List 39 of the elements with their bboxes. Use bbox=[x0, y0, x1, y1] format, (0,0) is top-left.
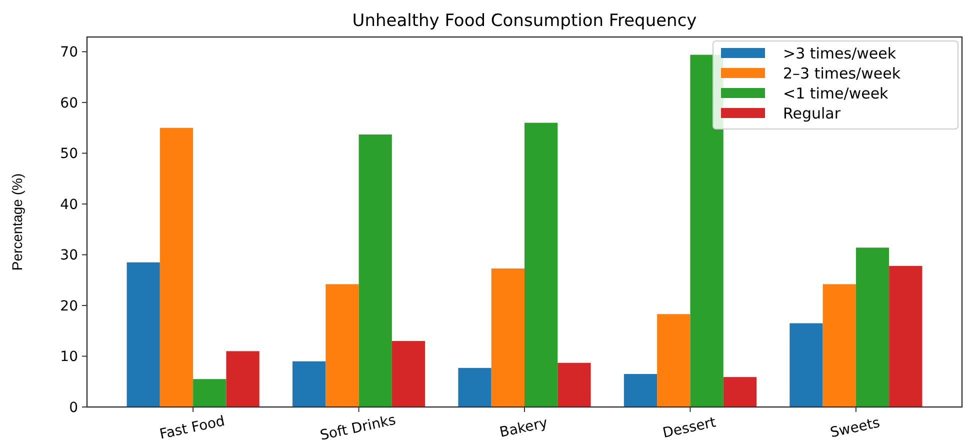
bar bbox=[524, 122, 558, 407]
bar bbox=[790, 323, 823, 407]
bar bbox=[358, 134, 392, 407]
x-tick-label: Sweets bbox=[828, 415, 882, 442]
bar bbox=[392, 341, 426, 407]
x-tick-label: Dessert bbox=[661, 414, 718, 442]
y-axis-title: Percentage (%) bbox=[9, 173, 25, 271]
x-tick-label: Fast Food bbox=[158, 413, 226, 443]
y-tick-label: 0 bbox=[69, 400, 78, 416]
legend-label: <1 time/week bbox=[783, 84, 889, 102]
y-tick-label: 60 bbox=[60, 95, 78, 112]
legend-label: Regular bbox=[783, 104, 842, 122]
bar bbox=[690, 54, 724, 407]
y-tick-label: 40 bbox=[60, 196, 78, 213]
y-tick-label: 20 bbox=[60, 298, 78, 314]
x-tick-label: Soft Drinks bbox=[318, 412, 398, 444]
bar bbox=[558, 362, 591, 407]
bar bbox=[657, 314, 690, 407]
y-tick-label: 70 bbox=[60, 44, 78, 61]
x-tick-label: Bakery bbox=[498, 415, 550, 441]
legend-label: >3 times/week bbox=[783, 44, 896, 62]
bar bbox=[856, 248, 890, 407]
bar bbox=[292, 361, 326, 407]
bar bbox=[822, 284, 856, 407]
y-tick-label: 30 bbox=[60, 248, 78, 264]
bar bbox=[723, 377, 757, 407]
bar bbox=[458, 368, 492, 407]
bar bbox=[160, 128, 194, 407]
bar bbox=[193, 379, 226, 407]
chart-title: Unhealthy Food Consumption Frequency bbox=[352, 11, 697, 31]
y-tick-label: 50 bbox=[60, 146, 78, 162]
bar bbox=[126, 262, 160, 407]
bar bbox=[226, 351, 260, 407]
bar bbox=[491, 268, 524, 407]
y-tick-label: 10 bbox=[60, 349, 78, 366]
bar bbox=[326, 284, 359, 407]
bar bbox=[624, 374, 658, 407]
legend-label: 2–3 times/week bbox=[783, 64, 901, 82]
bar bbox=[889, 266, 922, 407]
